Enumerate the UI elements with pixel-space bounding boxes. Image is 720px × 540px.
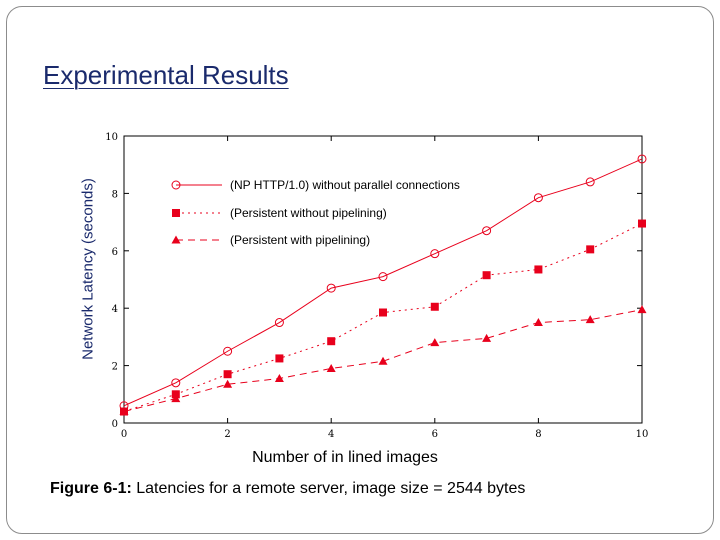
series-3-point	[274, 374, 284, 383]
y-tick-label: 2	[112, 362, 118, 373]
plot-frame	[123, 135, 643, 424]
x-tick-label: 2	[224, 429, 230, 440]
x-axis-label: Number of in lined images	[252, 449, 438, 466]
y-tick-label: 4	[112, 304, 118, 315]
x-tick-label: 4	[328, 429, 334, 440]
legend-label-2: (Persistent without pipelining)	[230, 206, 387, 220]
slide-frame	[6, 6, 714, 534]
legend-marker-2	[172, 209, 180, 217]
series-2-point	[379, 308, 387, 317]
y-tick-label: 8	[112, 189, 118, 200]
series-2-point	[638, 219, 646, 228]
y-tick-label: 10	[105, 132, 118, 143]
series-1-point	[585, 177, 595, 187]
series-1-point	[274, 318, 284, 328]
series-line-1	[123, 158, 643, 407]
series-1-point	[482, 226, 492, 236]
series-3-point	[171, 394, 181, 403]
series-3-point	[585, 315, 595, 324]
series-2-point	[534, 265, 543, 274]
y-tick-label: 6	[112, 247, 118, 258]
series-1-point	[637, 154, 647, 164]
series-3-point	[326, 363, 336, 372]
series-3-point	[119, 407, 129, 416]
series-2-point	[430, 302, 439, 311]
x-tick-label: 10	[636, 429, 649, 440]
x-tick-label: 8	[535, 429, 541, 440]
series-3-point	[637, 305, 647, 314]
series-2-point	[223, 370, 232, 379]
series-2-point	[482, 271, 491, 280]
x-tick-label: 0	[121, 429, 127, 440]
series-3-point	[482, 333, 492, 342]
legend-label-1: (NP HTTP/1.0) without parallel connectio…	[230, 178, 460, 192]
legend-label-3: (Persistent with pipelining)	[230, 233, 370, 247]
series-line-2	[123, 223, 643, 412]
x-tick-label: 6	[432, 429, 438, 440]
slide-title: Experimental Results	[43, 60, 289, 90]
series-1-point	[430, 249, 440, 259]
legend-marker-3	[171, 235, 181, 244]
series-1-point	[533, 193, 543, 203]
series-1-point	[223, 346, 233, 356]
series-1-point	[171, 378, 181, 388]
legend-marker-1	[171, 180, 181, 190]
series-3-point	[223, 379, 233, 388]
series-1-point	[326, 283, 336, 293]
series-2-point	[327, 337, 336, 346]
y-axis-label: Network Latency (seconds)	[79, 178, 97, 360]
y-tick-label: 0	[112, 419, 118, 430]
series-1-point	[378, 272, 388, 282]
series-2-point	[275, 354, 284, 363]
caption-label: Figure 6-1:	[50, 480, 132, 497]
caption-text: Latencies for a remote server, image siz…	[131, 480, 526, 497]
series-2-point	[586, 245, 595, 254]
series-3-point	[533, 318, 543, 327]
series-3-point	[430, 338, 440, 347]
series-3-point	[378, 356, 388, 365]
figure-caption: Figure 6-1: Latencies for a remote serve…	[50, 480, 525, 498]
